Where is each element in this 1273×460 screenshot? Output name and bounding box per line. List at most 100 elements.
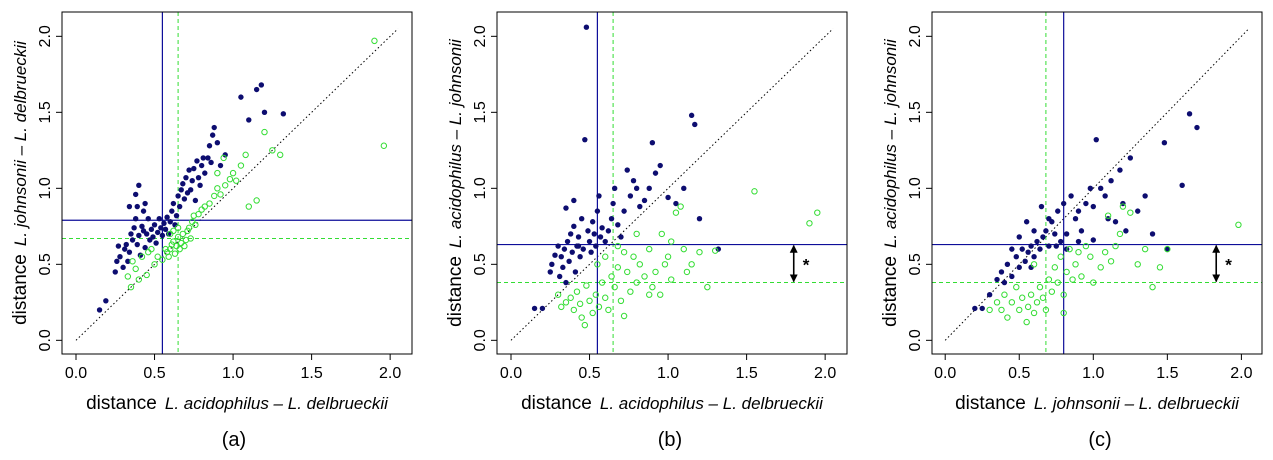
data-point-filled — [552, 252, 558, 258]
data-point-open — [242, 151, 249, 159]
data-point-filled — [585, 228, 591, 234]
data-point-filled — [1001, 279, 1008, 286]
data-point-filled — [1179, 182, 1185, 188]
data-point-filled — [158, 225, 164, 231]
data-point-open — [1082, 242, 1090, 250]
data-point-open — [211, 192, 218, 200]
data-point-filled — [197, 182, 203, 188]
data-point-open — [148, 245, 155, 253]
data-point-open — [658, 230, 665, 238]
y-tick-label: 2.0 — [472, 25, 489, 47]
x-tick-label: 1.5 — [735, 365, 757, 382]
data-point-open — [567, 294, 574, 301]
data-point-open — [229, 169, 237, 177]
x-tick-label: 0.5 — [1008, 365, 1030, 382]
data-point-filled — [128, 231, 134, 237]
data-point-filled — [145, 216, 151, 222]
data-point-open — [1104, 212, 1112, 219]
data-point-open — [1019, 294, 1026, 301]
x-tick-label: 1.0 — [1082, 365, 1104, 382]
data-point-open — [614, 242, 622, 250]
data-point-filled — [630, 178, 637, 184]
data-point-open — [245, 203, 252, 210]
x-axis-label-species: L. acidophilus – L. delbrueckii — [165, 394, 389, 413]
data-point-filled — [1194, 124, 1200, 131]
data-point-filled — [615, 222, 621, 228]
data-point-filled — [998, 269, 1005, 275]
data-point-open — [138, 253, 146, 260]
data-point-filled — [167, 219, 173, 225]
data-point-open — [630, 253, 637, 260]
data-point-filled — [126, 249, 133, 255]
data-point-open — [649, 283, 656, 291]
data-point-open — [1030, 261, 1038, 268]
data-point-filled — [633, 185, 640, 192]
x-axis-label-species: L. johnsonii – L. delbrueckii — [1034, 394, 1240, 413]
data-point-open — [1235, 221, 1242, 229]
data-point-open — [814, 209, 821, 216]
data-point-filled — [599, 225, 605, 231]
data-point-open — [1023, 318, 1030, 326]
data-point-filled — [192, 197, 199, 204]
diagonal-line — [510, 28, 834, 341]
data-point-open — [602, 253, 609, 260]
data-point-open — [1069, 276, 1076, 283]
data-point-filled — [137, 252, 144, 258]
data-point-filled — [123, 241, 129, 248]
data-point-open — [220, 154, 227, 162]
data-point-filled — [159, 232, 166, 239]
data-point-filled — [624, 167, 630, 173]
y-tick-label: 1.5 — [37, 101, 54, 123]
diagonal-line — [75, 28, 399, 341]
data-point-filled — [572, 269, 579, 275]
data-point-filled — [657, 162, 663, 169]
data-point-open — [594, 261, 601, 268]
data-point-filled — [555, 243, 561, 249]
data-point-filled — [131, 225, 137, 231]
chart-panel-c: * 0.0 0.5 1.0 1.5 2.0 0.0 0.5 1.0 1.5 2.0 distance L… — [880, 11, 1263, 451]
data-point-filled — [696, 216, 703, 222]
data-point-filled — [162, 226, 169, 233]
data-point-filled — [582, 136, 588, 143]
data-point-open — [179, 230, 187, 238]
data-point-filled — [178, 187, 184, 193]
plot-area — [932, 12, 1262, 354]
data-point-filled — [1016, 234, 1022, 240]
data-point-filled — [1046, 243, 1052, 249]
data-point-filled — [194, 158, 200, 164]
data-point-open — [129, 258, 136, 265]
data-point-open — [570, 306, 578, 314]
data-point-open — [633, 279, 640, 286]
data-point-filled — [621, 208, 627, 214]
data-point-filled — [605, 228, 612, 234]
data-point-open — [165, 253, 172, 260]
data-point-filled — [715, 246, 722, 252]
data-point-open — [195, 210, 202, 218]
significance-star: * — [1225, 256, 1232, 275]
x-tick-label: 0.0 — [934, 365, 956, 382]
data-point-filled — [596, 193, 602, 199]
data-point-filled — [181, 196, 188, 202]
data-point-filled — [1037, 246, 1043, 252]
data-point-filled — [208, 159, 214, 166]
data-point-open — [583, 282, 590, 289]
data-point-filled — [143, 231, 150, 237]
data-point-open — [184, 227, 191, 235]
data-point-open — [226, 176, 234, 183]
x-tick-label: 1.5 — [1156, 365, 1178, 382]
data-point-open — [1054, 279, 1061, 286]
data-point-filled — [560, 264, 566, 271]
y-tick-label: 0.5 — [37, 253, 54, 275]
data-point-filled — [558, 254, 564, 260]
data-point-filled — [154, 229, 161, 236]
data-point-open — [171, 250, 179, 257]
y-tick-label: 1.0 — [37, 177, 54, 199]
data-point-filled — [156, 216, 162, 222]
data-point-filled — [986, 292, 993, 298]
y-axis-label: distance L. johnsonii – L. delbrueckii — [10, 40, 31, 325]
data-point-open — [998, 306, 1005, 314]
data-point-filled — [261, 109, 268, 116]
data-point-filled — [169, 208, 175, 214]
data-point-open — [162, 245, 169, 253]
